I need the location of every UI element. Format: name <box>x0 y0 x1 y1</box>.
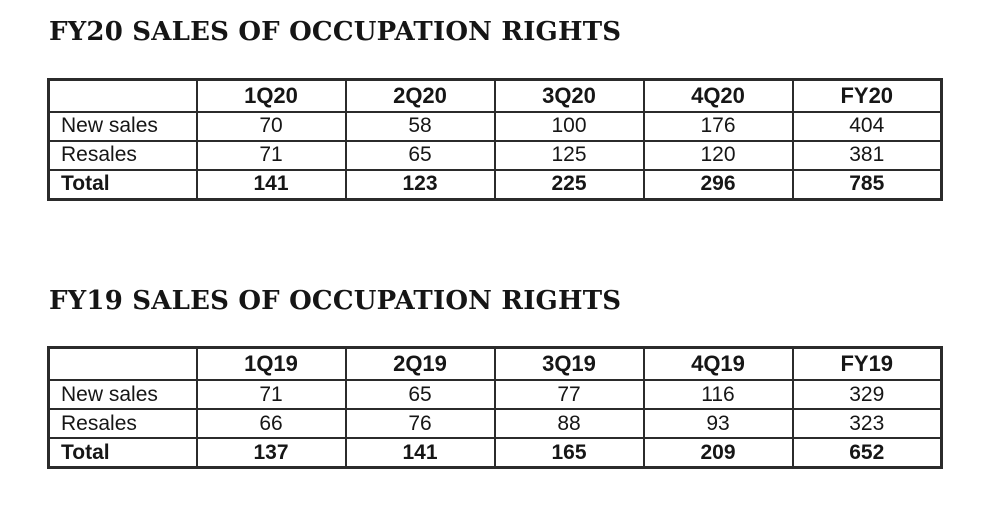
data-cell: 652 <box>791 437 943 469</box>
data-cell: 58 <box>344 110 496 142</box>
fy20-total-row: Total 141 123 225 296 785 <box>47 168 943 201</box>
fy20-header-row: 1Q20 2Q20 3Q20 4Q20 FY20 <box>47 78 943 113</box>
column-header-blank <box>47 346 198 382</box>
column-header-4q19: 4Q19 <box>642 346 794 382</box>
data-cell: 329 <box>791 379 943 411</box>
data-cell: 404 <box>791 110 943 142</box>
row-label-total: Total <box>47 168 198 201</box>
data-cell: 71 <box>195 139 347 171</box>
data-cell: 209 <box>642 437 794 469</box>
data-cell: 120 <box>642 139 794 171</box>
column-header-4q20: 4Q20 <box>642 78 794 113</box>
row-label-new-sales: New sales <box>47 379 198 411</box>
row-label-total: Total <box>47 437 198 469</box>
data-cell: 65 <box>344 139 496 171</box>
column-header-3q20: 3Q20 <box>493 78 645 113</box>
data-cell: 123 <box>344 168 496 201</box>
data-cell: 296 <box>642 168 794 201</box>
data-cell: 76 <box>344 408 496 440</box>
column-header-2q20: 2Q20 <box>344 78 496 113</box>
data-cell: 65 <box>344 379 496 411</box>
column-header-1q20: 1Q20 <box>195 78 347 113</box>
data-cell: 88 <box>493 408 645 440</box>
fy19-sales-table: 1Q19 2Q19 3Q19 4Q19 FY19 New sales 71 65… <box>47 346 943 470</box>
fy19-total-row: Total 137 141 165 209 652 <box>47 437 943 469</box>
fy19-resales-row: Resales 66 76 88 93 323 <box>47 408 943 440</box>
data-cell: 116 <box>642 379 794 411</box>
data-cell: 225 <box>493 168 645 201</box>
column-header-3q19: 3Q19 <box>493 346 645 382</box>
data-cell: 785 <box>791 168 943 201</box>
data-cell: 141 <box>195 168 347 201</box>
data-cell: 176 <box>642 110 794 142</box>
fy20-new-sales-row: New sales 70 58 100 176 404 <box>47 110 943 142</box>
data-cell: 100 <box>493 110 645 142</box>
fy19-new-sales-row: New sales 71 65 77 116 329 <box>47 379 943 411</box>
data-cell: 141 <box>344 437 496 469</box>
fy20-resales-row: Resales 71 65 125 120 381 <box>47 139 943 171</box>
data-cell: 381 <box>791 139 943 171</box>
row-label-new-sales: New sales <box>47 110 198 142</box>
fy19-header-row: 1Q19 2Q19 3Q19 4Q19 FY19 <box>47 346 943 382</box>
data-cell: 66 <box>195 408 347 440</box>
data-cell: 125 <box>493 139 645 171</box>
data-cell: 71 <box>195 379 347 411</box>
column-header-fy20: FY20 <box>791 78 943 113</box>
column-header-fy19: FY19 <box>791 346 943 382</box>
column-header-2q19: 2Q19 <box>344 346 496 382</box>
column-header-blank <box>47 78 198 113</box>
data-cell: 165 <box>493 437 645 469</box>
data-cell: 93 <box>642 408 794 440</box>
fy20-table-title: FY20 SALES OF OCCUPATION RIGHTS <box>49 17 622 47</box>
fy20-sales-table: 1Q20 2Q20 3Q20 4Q20 FY20 New sales 70 58… <box>47 77 943 201</box>
data-cell: 323 <box>791 408 943 440</box>
row-label-resales: Resales <box>47 408 198 440</box>
data-cell: 70 <box>195 110 347 142</box>
column-header-1q19: 1Q19 <box>195 346 347 382</box>
row-label-resales: Resales <box>47 139 198 171</box>
fy19-table-title: FY19 SALES OF OCCUPATION RIGHTS <box>49 285 622 316</box>
data-cell: 137 <box>195 437 347 469</box>
data-cell: 77 <box>493 379 645 411</box>
